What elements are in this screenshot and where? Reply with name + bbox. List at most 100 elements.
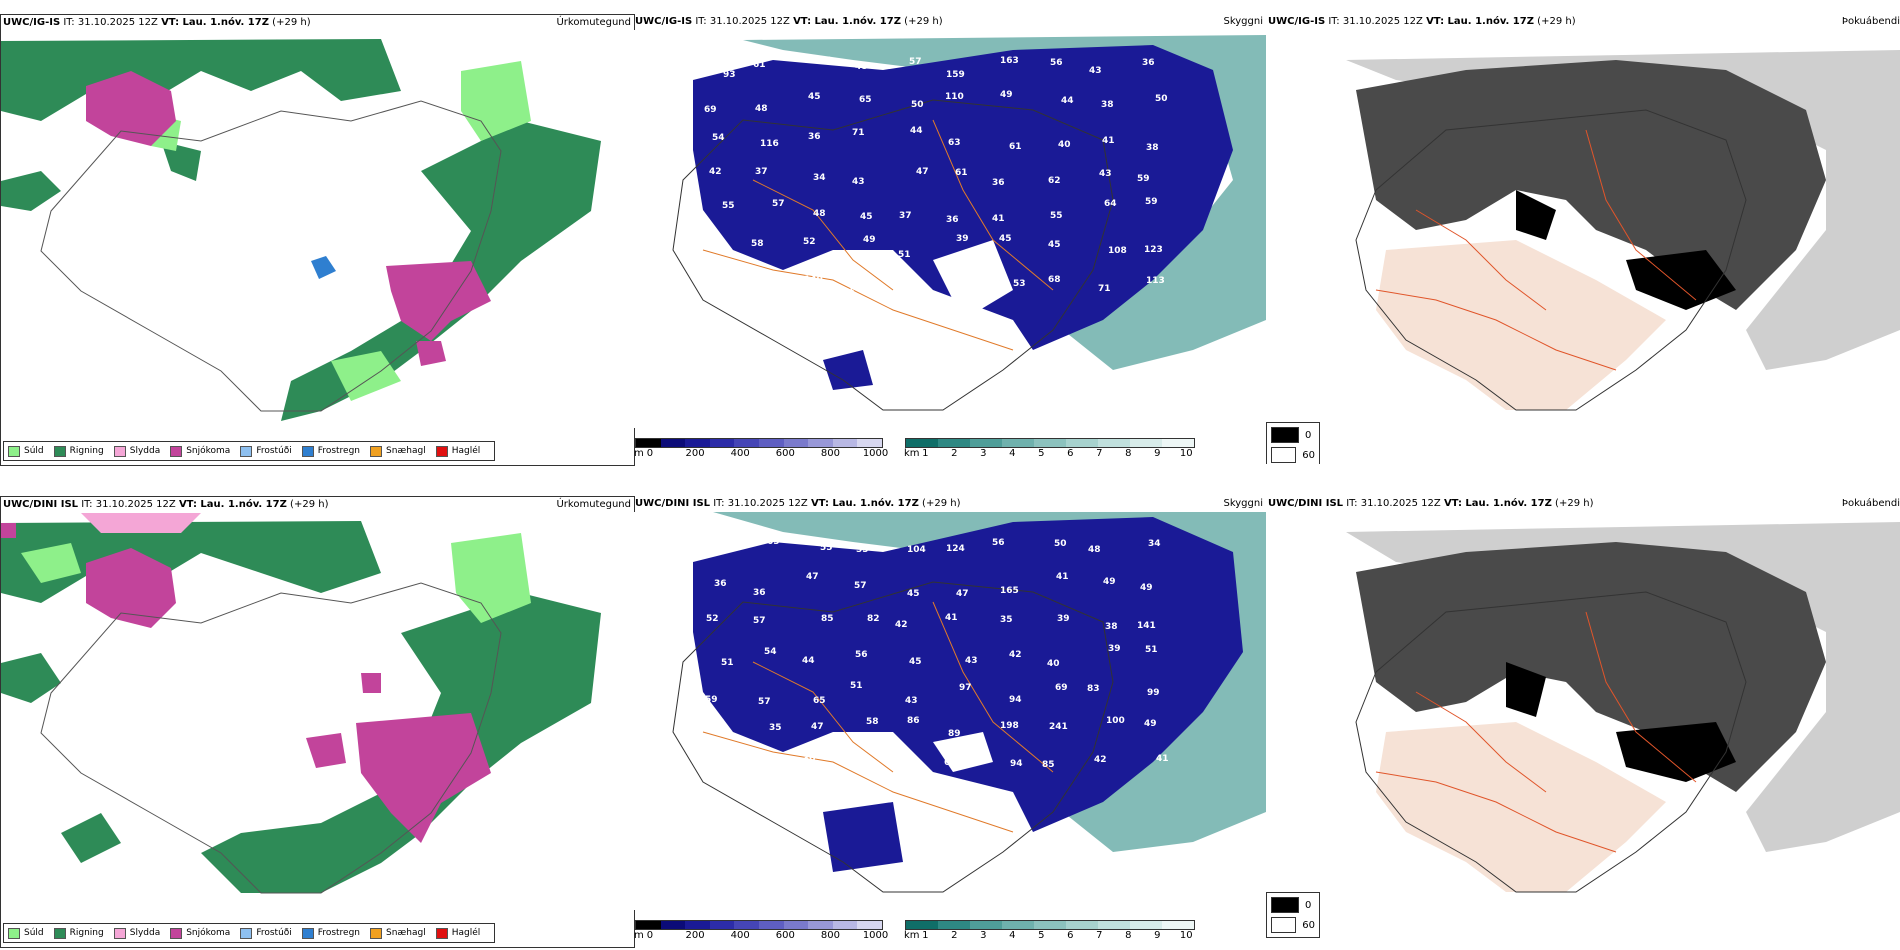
ceiling-value-label: 44 [802,656,815,666]
ceiling-value-label: 69 [704,105,717,115]
legend-swatch [435,445,448,457]
ceiling-value-label: 47 [811,722,824,732]
ceiling-value-label: 56 [992,538,1005,548]
ceiling-value-label: 57 [772,199,785,209]
panel-header: UWC/IG-IS IT: 31.10.2025 12Z VT: Lau. 1.… [1266,14,1900,30]
legend-label: Snjókoma [186,446,231,456]
ceiling-colorbar: m 0 200 400 600 800 1000 [634,438,888,460]
ceiling-value-label: 165 [1000,586,1019,596]
model-name: UWC/DINI ISL [635,498,711,509]
colorbar-bin [1130,439,1162,447]
ceiling-value-label: 59 [1145,197,1158,207]
colorbar-tick: 5 [1038,930,1045,941]
ceiling-value-label: 35 [1000,615,1013,625]
ceiling-value-label: 49 [705,799,718,809]
ceiling-value-label: 68 [760,789,773,799]
ceiling-value-label: 35 [769,723,782,733]
legend-item: Frostúði [240,445,292,457]
ceiling-value-label: 49 [1140,583,1153,593]
colorbar-bin [1098,439,1130,447]
ceiling-value-label: 110 [945,92,964,102]
ceiling-value-label: 54 [712,133,725,143]
legend-swatch [53,927,66,939]
ceiling-value-label: 71 [852,128,865,138]
ceiling-value-label: 57 [854,581,867,591]
legend-item: Súld [8,445,44,457]
panel-header: UWC/IG-IS IT: 31.10.2025 12Z VT: Lau. 1.… [633,14,1266,30]
ceiling-value-label: 36 [946,215,959,225]
ceiling-value-label: 61 [1009,142,1022,152]
ceiling-value-label: 148 [848,284,867,294]
colorbar-bin [808,921,833,929]
colorbar-tick: 200 [685,930,705,941]
ceiling-value-label: 49 [1103,577,1116,587]
ceiling-value-label: 57 [753,616,766,626]
colorbar-tick: 5 [1038,448,1045,459]
ceiling-value-label: 64 [1104,199,1117,209]
colorbar-bin [709,921,735,929]
ceiling-value-label: 82 [867,614,880,624]
ceiling-value-label: 48 [1088,545,1101,555]
ceiling-value-label: 52 [896,269,909,279]
legend-label: Súld [24,928,44,938]
colorbar-tick: 9 [1154,448,1161,459]
colorbar-tick: 0 [646,448,654,459]
ceiling-value-label: 39 [956,234,969,244]
ceiling-value-label: 50 [1155,94,1168,104]
ceiling-value-label: 116 [760,139,779,149]
colorbar-tick: 9 [1154,930,1161,941]
legend-item: Haglél [435,927,480,939]
ceiling-value-label: 38 [1146,143,1159,153]
ceiling-value-label: 37 [899,211,912,221]
ceiling-value-label: 51 [721,658,734,668]
ceiling-value-label: 40 [1058,140,1071,150]
panel-title: Skyggni [1223,16,1263,27]
legend-label: Slydda [129,928,161,938]
fog-legend-swatch [1271,917,1297,933]
ceiling-value-label: 37 [755,167,768,177]
fog-legend-label: 0 [1305,899,1312,911]
fog-legend: 0 60 [1266,892,1320,938]
ceiling-value-label: 89 [948,729,961,739]
ceiling-value-label: 48 [813,209,826,219]
ceiling-value-label: 59 [1137,174,1150,184]
ceiling-value-label: 65 [859,95,872,105]
ceiling-value-label: 50 [911,100,924,110]
panel-title: Skyggni [1223,498,1263,509]
colorbar-bin [906,439,938,447]
colorbar-tick: 4 [1009,448,1016,459]
ceiling-value-label: 45 [1048,240,1061,250]
ceiling-value-label: 42 [1009,650,1022,660]
legend-item: Slydda [113,445,161,457]
colorbar-tick: 800 [820,930,840,941]
fog-panel-bottom: UWC/DINI ISL IT: 31.10.2025 12Z VT: Lau.… [1266,496,1900,946]
fog-legend: 0 60 [1266,422,1320,464]
ceiling-value-label: 43 [852,177,865,187]
ceiling-value-label: 93 [723,70,736,80]
colorbar-bin [660,921,686,929]
colorbar-bin [1130,921,1162,929]
ceiling-value-label: 85 [1042,760,1055,770]
ceiling-value-label: 36 [714,579,727,589]
ceiling-value-label: 62 [1048,176,1061,186]
colorbar-bin [1098,921,1130,929]
colorbar-tick: 8 [1125,930,1132,941]
ceiling-value-label: 49 [863,235,876,245]
legend-item: Frostúði [240,927,292,939]
colorbar-tick: 7 [1096,448,1103,459]
ceiling-value-label: 100 [1106,716,1125,726]
legend-label: Slydda [129,446,161,456]
ceiling-value-label: 37 [770,761,783,771]
ceiling-value-label: 123 [1144,245,1163,255]
ceiling-value-label: 55 [820,543,833,553]
ceiling-value-label: 36 [808,132,821,142]
ceiling-value-label: 43 [1089,66,1102,76]
ceiling-value-label: 42 [709,167,722,177]
ceiling-value-label: 51 [898,250,911,260]
precip-legend: Súld Rigning Slydda Snjókoma Frostúði Frostre… [3,441,496,461]
colorbar-tick: 400 [730,930,750,941]
ceiling-value-label: 140 [804,275,823,285]
ceiling-value-label: 40 [1047,659,1060,669]
colorbar-tick: 800 [820,448,840,459]
panel-header: UWC/IG-IS IT: 31.10.2025 12Z VT: Lau. 1.… [1,15,634,31]
